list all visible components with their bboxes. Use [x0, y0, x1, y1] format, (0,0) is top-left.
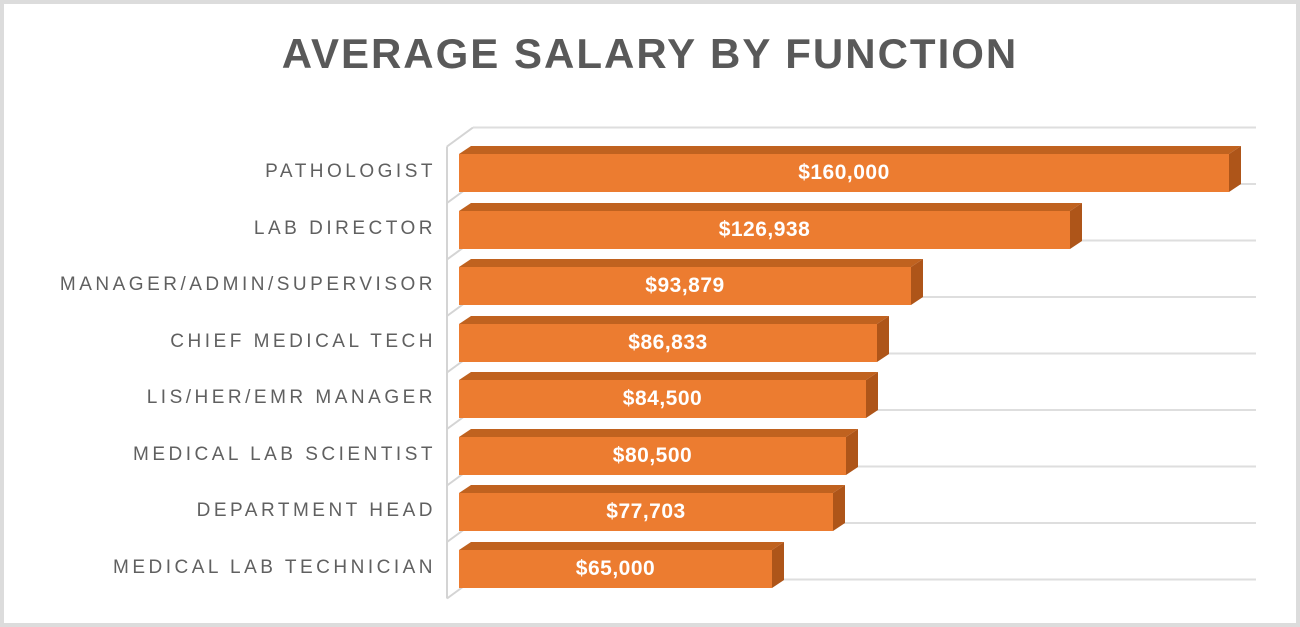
- bar-value-label: $65,000: [575, 556, 656, 580]
- bar: [459, 146, 1241, 192]
- bar-side-face: [1229, 146, 1241, 192]
- bar-front-face: [459, 436, 846, 475]
- category-label: LIS/HER/EMR MANAGER: [146, 387, 436, 408]
- bar-value-label: $93,879: [645, 274, 725, 297]
- category-label: CHIEF MEDICAL TECH: [170, 330, 436, 352]
- bar-top-face: [459, 146, 1241, 154]
- bar: [459, 202, 1082, 249]
- bar-top-face: [459, 315, 889, 324]
- bar: [459, 372, 878, 418]
- bar-top-face: [459, 372, 878, 380]
- bar-side-face: [877, 315, 889, 362]
- chart-title: AVERAGE SALARY BY FUNCTION: [281, 30, 1019, 77]
- bar: [459, 259, 923, 305]
- bar-side-face: [833, 485, 845, 531]
- bar-top-face: [459, 202, 1082, 211]
- bar: [459, 485, 845, 531]
- bar-side-face: [846, 428, 858, 475]
- bar-front-face: [459, 267, 911, 305]
- bar-side-face: [772, 541, 784, 588]
- bar-value-label: $84,500: [622, 387, 703, 410]
- bar: [459, 541, 784, 588]
- axis-depth-line: [446, 126, 474, 148]
- bar-front-face: [459, 323, 877, 362]
- bar-side-face: [911, 259, 923, 305]
- bar-value-label: $80,500: [612, 443, 693, 467]
- bar-value-label: $86,833: [628, 330, 708, 354]
- plot-area: PATHOLOGIST $160,000 LAB DIRECTOR $126,938 M…: [4, 4, 1296, 623]
- category-label: MEDICAL LAB SCIENTIST: [133, 443, 436, 465]
- category-label: PATHOLOGIST: [265, 161, 436, 182]
- bar-top-face: [459, 485, 845, 493]
- bar: [459, 315, 889, 362]
- category-label: MANAGER/ADMIN/SUPERVISOR: [59, 274, 436, 295]
- category-label: MEDICAL LAB TECHNICIAN: [113, 556, 436, 578]
- bar-front-face: [459, 380, 866, 418]
- bar-value-label: $160,000: [798, 161, 890, 184]
- bar-front-face: [459, 210, 1070, 249]
- bar-top-face: [459, 259, 923, 267]
- bar-side-face: [866, 372, 878, 418]
- bar-value-label: $77,703: [606, 500, 686, 523]
- bar-front-face: [459, 549, 772, 588]
- category-label: LAB DIRECTOR: [253, 217, 436, 239]
- bar-value-label: $126,938: [718, 217, 811, 241]
- bar-side-face: [1070, 202, 1082, 249]
- category-label: DEPARTMENT HEAD: [196, 500, 436, 521]
- bar-top-face: [459, 428, 858, 437]
- bar-top-face: [459, 541, 784, 550]
- bar: [459, 428, 858, 475]
- bar-front-face: [459, 154, 1229, 192]
- bar-front-face: [459, 493, 833, 531]
